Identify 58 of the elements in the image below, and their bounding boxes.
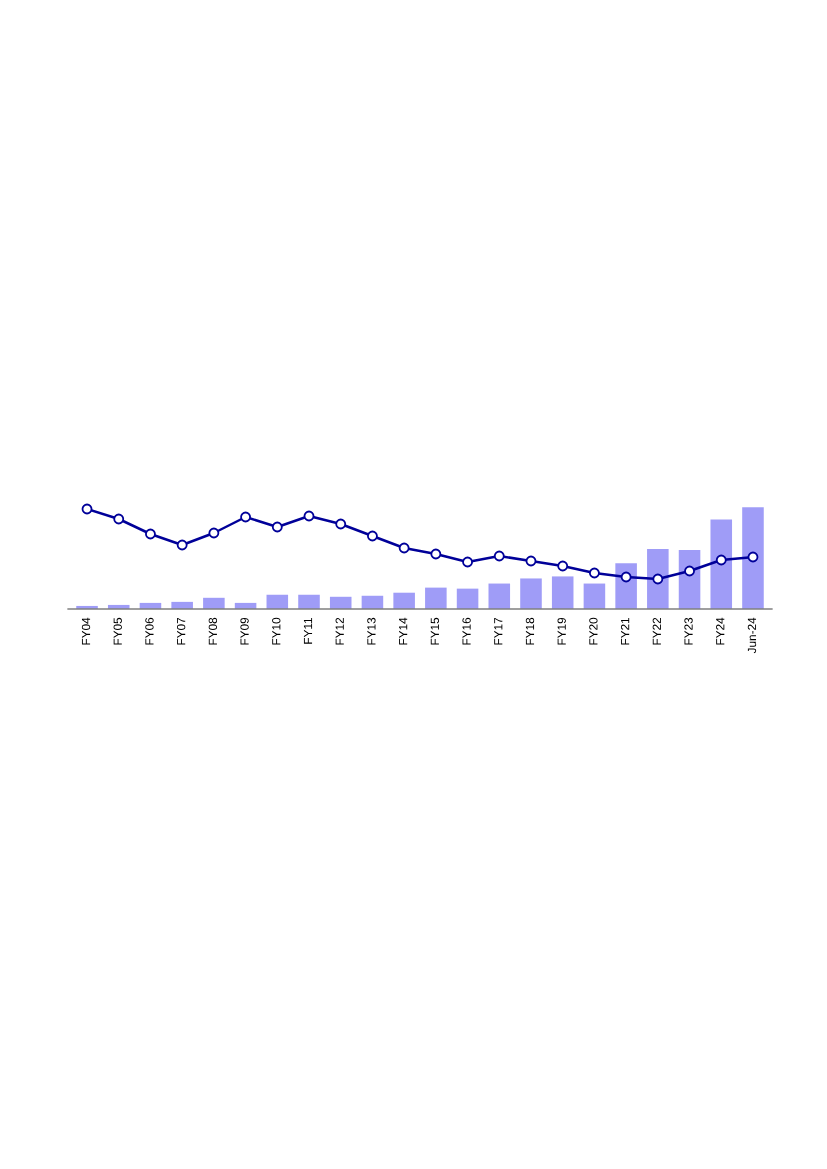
point bbox=[271, 521, 283, 533]
x-tick-label: FY11 bbox=[303, 617, 313, 644]
bar bbox=[456, 588, 479, 609]
x-tick-label: FY13 bbox=[367, 617, 376, 645]
bar bbox=[425, 587, 447, 609]
point bbox=[652, 573, 664, 585]
point bbox=[240, 511, 252, 523]
x-tick-label: FY22 bbox=[652, 617, 661, 645]
x-tick-label: FY14 bbox=[399, 617, 408, 645]
x-tick-label: FY04 bbox=[81, 617, 91, 645]
point bbox=[684, 565, 695, 577]
point bbox=[303, 510, 315, 522]
bar bbox=[298, 594, 320, 609]
bar bbox=[203, 597, 225, 609]
x-tick-label: FY15 bbox=[430, 617, 440, 645]
point bbox=[462, 556, 473, 568]
point bbox=[145, 528, 156, 540]
x-tick-label: FY05 bbox=[113, 617, 122, 645]
bar bbox=[583, 583, 606, 609]
x-tick-label: FY07 bbox=[176, 617, 186, 645]
bar bbox=[742, 507, 764, 609]
x-tick-label: FY16 bbox=[462, 617, 471, 645]
point bbox=[367, 530, 378, 542]
x-tick-label: FY21 bbox=[620, 617, 630, 645]
x-tick-label: FY17 bbox=[494, 617, 503, 645]
point bbox=[525, 555, 537, 567]
bar bbox=[393, 592, 415, 609]
x-tick-label: FY23 bbox=[684, 617, 693, 645]
bar bbox=[520, 578, 542, 609]
point bbox=[430, 548, 442, 560]
bar bbox=[488, 583, 511, 609]
x-tick-label: FY09 bbox=[240, 617, 249, 645]
point bbox=[81, 503, 93, 515]
x-tick-label: FY08 bbox=[208, 617, 218, 645]
point bbox=[557, 560, 569, 572]
bar bbox=[710, 519, 733, 609]
x-tick-label: FY19 bbox=[557, 617, 566, 645]
point bbox=[335, 518, 347, 530]
x-tick-label: FY20 bbox=[589, 617, 598, 645]
x-tick-label: Jun-24 bbox=[747, 617, 757, 654]
point bbox=[588, 567, 600, 579]
point bbox=[176, 539, 188, 551]
bar bbox=[551, 576, 574, 609]
x-tick-label: FY06 bbox=[145, 617, 154, 645]
point bbox=[208, 527, 220, 539]
point bbox=[620, 571, 632, 583]
point bbox=[715, 554, 727, 566]
x-tick-label: FY12 bbox=[335, 617, 344, 645]
x-tick-label: FY10 bbox=[272, 617, 281, 645]
point bbox=[113, 513, 125, 525]
x-tick-label: FY18 bbox=[525, 617, 535, 645]
bar bbox=[329, 596, 352, 609]
point bbox=[493, 550, 505, 562]
point bbox=[747, 551, 759, 563]
bar bbox=[678, 549, 701, 609]
point bbox=[398, 542, 410, 554]
bar bbox=[647, 548, 669, 609]
x-tick-label: FY24 bbox=[716, 617, 725, 645]
